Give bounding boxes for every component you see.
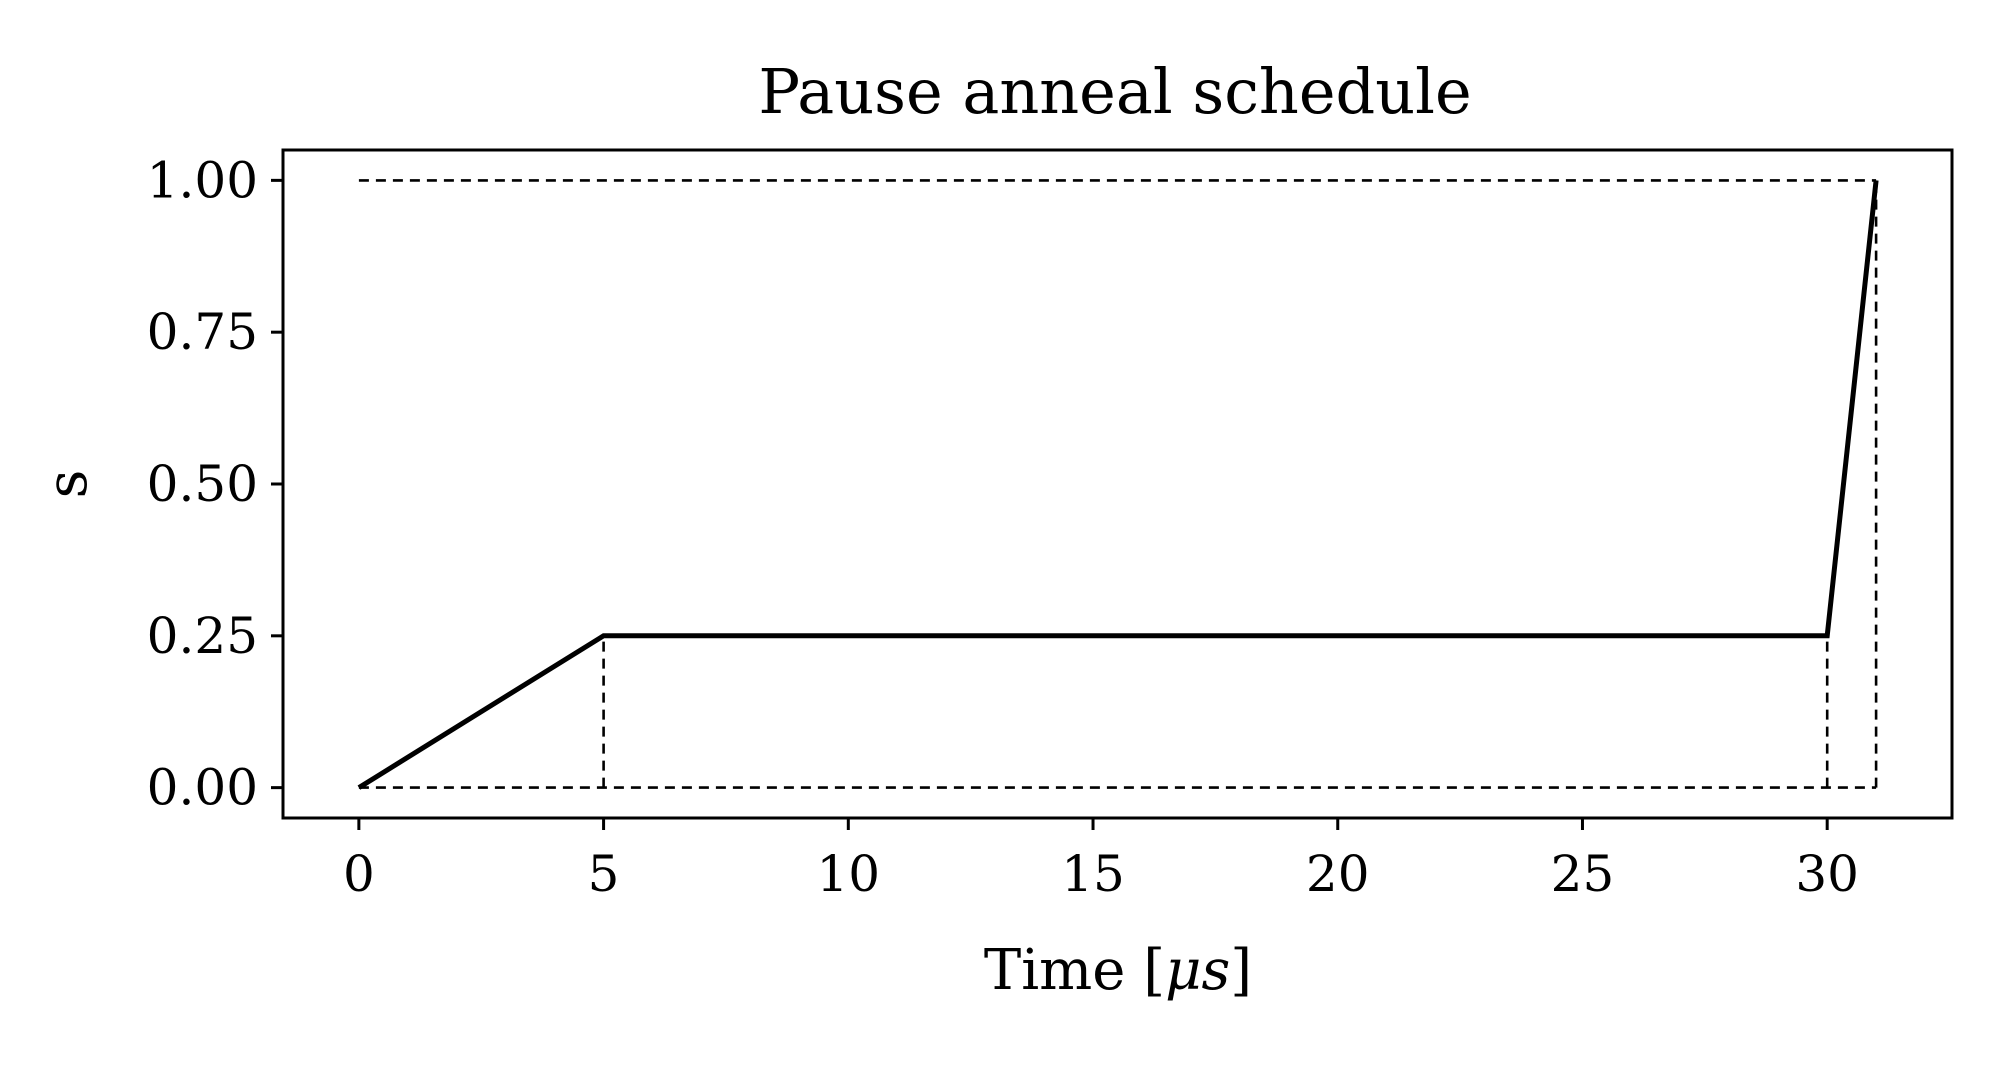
x-tick-label: 5	[588, 845, 620, 903]
x-tick-label: 10	[816, 845, 880, 903]
y-tick-label: 0.00	[147, 759, 258, 817]
reference-lines	[358, 179, 1878, 789]
y-axis-label: s	[35, 470, 100, 499]
y-tick-label: 0.25	[147, 607, 258, 665]
x-tick-label: 30	[1795, 845, 1859, 903]
x-tick-label: 20	[1306, 845, 1370, 903]
chart-title: Pause anneal schedule	[758, 55, 1471, 128]
plot-frame	[281, 148, 1954, 820]
x-axis: 0 5 10 15 20 25 30	[343, 818, 1859, 903]
x-tick-label: 0	[343, 845, 375, 903]
y-axis: 0.00 0.25 0.50 0.75 1.00	[147, 151, 283, 817]
y-tick-label: 0.75	[147, 303, 258, 361]
x-tick-label: 15	[1061, 845, 1125, 903]
series-line-0	[357, 180, 1879, 790]
plot-area	[281, 148, 1954, 820]
series-lines	[357, 180, 1879, 790]
y-tick-label: 1.00	[147, 151, 258, 209]
x-axis-label: Time [μs]	[984, 938, 1252, 1003]
x-tick-label: 25	[1551, 845, 1615, 903]
y-tick-label: 0.50	[147, 455, 258, 513]
